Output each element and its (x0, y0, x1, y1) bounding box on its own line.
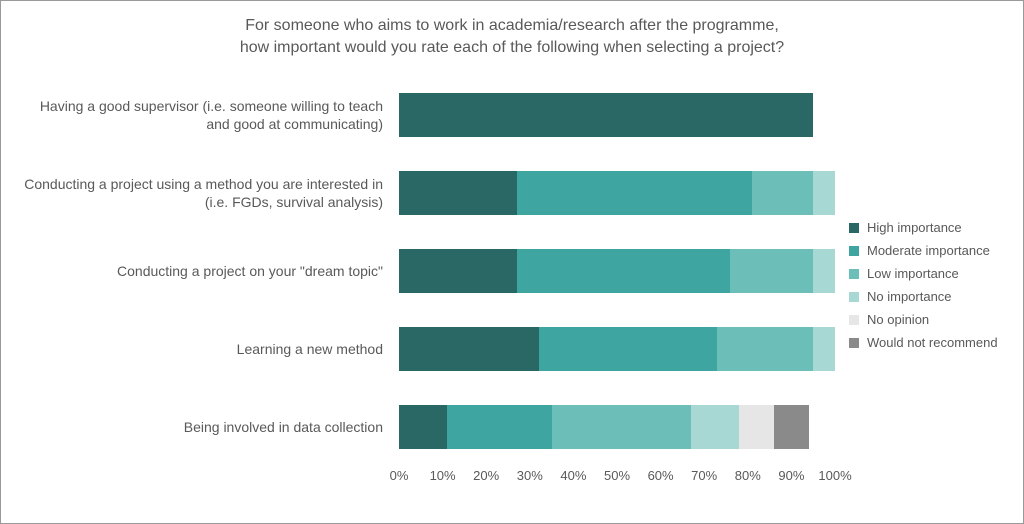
x-tick: 20% (473, 468, 499, 483)
chart-title-line2: how important would you rate each of the… (240, 39, 784, 56)
bar-segment-low (717, 327, 813, 371)
legend-item: No opinion (849, 312, 1005, 327)
bar-segment-high (399, 405, 447, 449)
legend-swatch (849, 315, 859, 325)
bar-segment-low (752, 171, 813, 215)
x-tick: 30% (517, 468, 543, 483)
legend-label: Would not recommend (867, 335, 998, 350)
stacked-bar (399, 249, 835, 293)
bar-segment-high (399, 171, 517, 215)
x-tick: 50% (604, 468, 630, 483)
legend-label: No opinion (867, 312, 929, 327)
category-label: Conducting a project using a method you … (19, 175, 399, 211)
bar-segment-no_opinion (739, 405, 774, 449)
bar-segment-low (730, 249, 813, 293)
stacked-bar (399, 93, 835, 137)
x-tick: 0% (390, 468, 409, 483)
legend-swatch (849, 269, 859, 279)
x-tick: 70% (691, 468, 717, 483)
legend-item: High importance (849, 220, 1005, 235)
bar-segment-high (399, 327, 539, 371)
axis-spacer (19, 468, 399, 494)
category-label: Conducting a project on your "dream topi… (19, 262, 399, 280)
stacked-bar (399, 405, 835, 449)
legend-swatch (849, 223, 859, 233)
category-label: Being involved in data collection (19, 418, 399, 436)
bar-row: Conducting a project using a method you … (19, 154, 835, 232)
legend-label: High importance (867, 220, 962, 235)
category-label: Having a good supervisor (i.e. someone w… (19, 97, 399, 133)
bar-segment-none (813, 327, 835, 371)
bar-row: Having a good supervisor (i.e. someone w… (19, 76, 835, 154)
bar-segment-moderate (517, 249, 731, 293)
bar-segment-moderate (447, 405, 552, 449)
legend-swatch (849, 292, 859, 302)
stacked-bar (399, 171, 835, 215)
legend-item: Low importance (849, 266, 1005, 281)
bar-cell (399, 310, 835, 388)
legend-label: Low importance (867, 266, 959, 281)
bar-segment-not_rec (774, 405, 809, 449)
bar-cell (399, 232, 835, 310)
x-tick: 100% (818, 468, 851, 483)
chart-title-line1: For someone who aims to work in academia… (245, 17, 779, 34)
x-tick: 60% (648, 468, 674, 483)
bar-segment-none (813, 249, 835, 293)
legend-item: No importance (849, 289, 1005, 304)
category-label: Learning a new method (19, 340, 399, 358)
bar-row: Learning a new method (19, 310, 835, 388)
x-tick: 90% (778, 468, 804, 483)
bar-rows: Having a good supervisor (i.e. someone w… (19, 76, 835, 466)
bar-row: Conducting a project on your "dream topi… (19, 232, 835, 310)
x-tick: 80% (735, 468, 761, 483)
x-tick: 40% (560, 468, 586, 483)
bar-segment-moderate (517, 171, 752, 215)
bar-cell (399, 76, 835, 154)
plot-area: Having a good supervisor (i.e. someone w… (19, 76, 1005, 494)
x-axis: 0%10%20%30%40%50%60%70%80%90%100% (19, 468, 835, 494)
plot-left: Having a good supervisor (i.e. someone w… (19, 76, 835, 494)
bar-row: Being involved in data collection (19, 388, 835, 466)
bar-segment-low (552, 405, 692, 449)
legend-swatch (849, 246, 859, 256)
legend-item: Would not recommend (849, 335, 1005, 350)
stacked-bar (399, 327, 835, 371)
legend-label: Moderate importance (867, 243, 990, 258)
bar-segment-none (691, 405, 739, 449)
bar-segment-high (399, 249, 517, 293)
bar-segment-none (813, 171, 835, 215)
legend-label: No importance (867, 289, 952, 304)
axis-cell: 0%10%20%30%40%50%60%70%80%90%100% (399, 468, 835, 494)
bar-cell (399, 154, 835, 232)
chart-title: For someone who aims to work in academia… (19, 15, 1005, 58)
legend-item: Moderate importance (849, 243, 1005, 258)
bar-segment-high (399, 93, 813, 137)
bar-cell (399, 388, 835, 466)
bar-segment-moderate (539, 327, 718, 371)
legend-swatch (849, 338, 859, 348)
legend: High importance Moderate importance Low im… (835, 76, 1005, 494)
x-tick: 10% (430, 468, 456, 483)
